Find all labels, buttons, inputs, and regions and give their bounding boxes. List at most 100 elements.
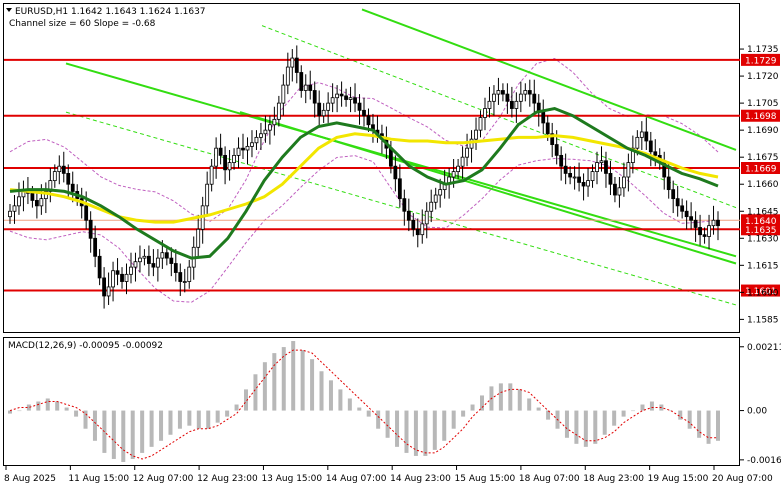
candle-body [173, 263, 178, 273]
candle-body [366, 115, 371, 126]
level-price-tag [741, 223, 780, 236]
macd-histogram-bar [36, 401, 41, 411]
candle-body [160, 252, 165, 259]
macd-histogram-bar [347, 398, 352, 411]
price-axis: 1.1735 1.1720 1.1705 1.1690 1.1675 1.1660 1.16… [740, 45, 779, 325]
level-price-label: 1.1669 [745, 165, 777, 175]
candle-body [716, 219, 720, 227]
macd-histogram-bar [366, 410, 371, 417]
candle-body [402, 198, 407, 212]
candle-body [411, 219, 416, 230]
time-tick-label: 12 Aug 07:00 [133, 474, 194, 484]
candle-body [438, 189, 443, 196]
candle-body [630, 147, 635, 163]
candle-body [335, 93, 340, 99]
macd-histogram-bar [92, 410, 97, 441]
candle-body [460, 156, 465, 167]
symbol-ohlc-label: EURUSD,H1 1.1642 1.1643 1.1624 1.1637 [15, 7, 206, 17]
candle-body [236, 147, 241, 156]
candle-body [474, 129, 478, 140]
candle-body [133, 261, 138, 268]
candle-body [344, 95, 348, 100]
candle-body [259, 133, 263, 138]
candle-body [276, 102, 281, 120]
candle-body [164, 252, 169, 259]
macd-histogram-bar [26, 404, 31, 411]
time-tick-label: 19 Aug 15:00 [648, 474, 709, 484]
price-tick-label: 1.1585 [747, 315, 779, 325]
price-tick-label: 1.1690 [747, 126, 779, 136]
candle-body [30, 192, 35, 201]
candle-body [456, 165, 461, 173]
candle-body [281, 84, 286, 104]
candle-body [496, 90, 501, 95]
time-tick-label: 15 Aug 15:00 [455, 474, 516, 484]
candle-body [653, 151, 658, 156]
candle-body [451, 171, 456, 178]
candle-body [272, 118, 277, 126]
ma-slow-line [9, 132, 719, 224]
macd-histogram-bar [319, 371, 324, 411]
level-price-label: 1.1698 [745, 112, 777, 122]
macd-histogram-bar [159, 410, 164, 441]
channel-info-label: Channel size = 60 Slope = -0.68 [9, 19, 156, 29]
macd-histogram-bar [527, 398, 532, 411]
candle-body [232, 154, 236, 163]
time-tick-label: 11 Aug 15:00 [68, 474, 129, 484]
candle-body [84, 205, 89, 221]
price-tick-label: 1.1600 [747, 288, 779, 298]
macd-histogram-bar [225, 410, 230, 417]
macd-histogram-bar [602, 410, 607, 435]
candle-body [406, 210, 411, 221]
macd-histogram-bar [593, 410, 598, 444]
candle-body [505, 93, 510, 102]
price-tick-label: 1.1735 [747, 45, 779, 55]
collapse-triangle-icon[interactable] [6, 8, 12, 12]
macd-label: MACD(12,26,9) -0.00095 -0.00092 [8, 341, 163, 351]
candle-body [52, 171, 57, 182]
candle-body [509, 100, 514, 109]
macd-histogram-bar [55, 401, 60, 411]
candle-body [312, 90, 317, 104]
time-tick-label: 14 Aug 23:00 [390, 474, 451, 484]
candle-body [639, 131, 644, 138]
price-tick-label: 1.1705 [747, 99, 779, 109]
candle-body [698, 227, 702, 236]
candle-body [433, 194, 438, 203]
macd-histogram-bar [281, 347, 286, 411]
macd-histogram-bar [64, 407, 69, 411]
macd-histogram-bar [244, 389, 248, 411]
candle-body [675, 198, 680, 207]
macd-histogram-bar [536, 407, 541, 411]
candle-body [465, 147, 469, 158]
candle-body [61, 165, 66, 174]
candle-body [317, 102, 322, 117]
candle-body [326, 102, 331, 111]
current-price-label: 1.1640 [745, 217, 777, 227]
candle-body [8, 210, 12, 218]
macd-histogram-bar [631, 410, 636, 412]
macd-histogram-bar [498, 383, 503, 411]
candle-body [290, 57, 295, 68]
candle-body [586, 180, 590, 187]
candle-body [39, 198, 44, 207]
candle-body [393, 165, 398, 180]
candle-body [151, 263, 156, 268]
macd-histogram-bar [413, 410, 418, 456]
macd-histogram-bar [300, 350, 305, 411]
time-axis: 8 Aug 2025 11 Aug 15:00 12 Aug 07:00 12 Aug… [4, 466, 773, 484]
candle-body [241, 147, 245, 151]
macd-histogram-bar [678, 410, 683, 420]
candle-body [397, 178, 402, 200]
macd-histogram-bar [262, 362, 267, 411]
candle-body [321, 109, 326, 117]
candle-body [604, 160, 608, 174]
macd-histogram-bar [395, 410, 400, 447]
candle-body [34, 200, 39, 207]
macd-histogram-bar [328, 380, 333, 411]
candle-body [263, 129, 268, 135]
macd-histogram-bar [149, 410, 154, 447]
candle-body [308, 84, 313, 91]
